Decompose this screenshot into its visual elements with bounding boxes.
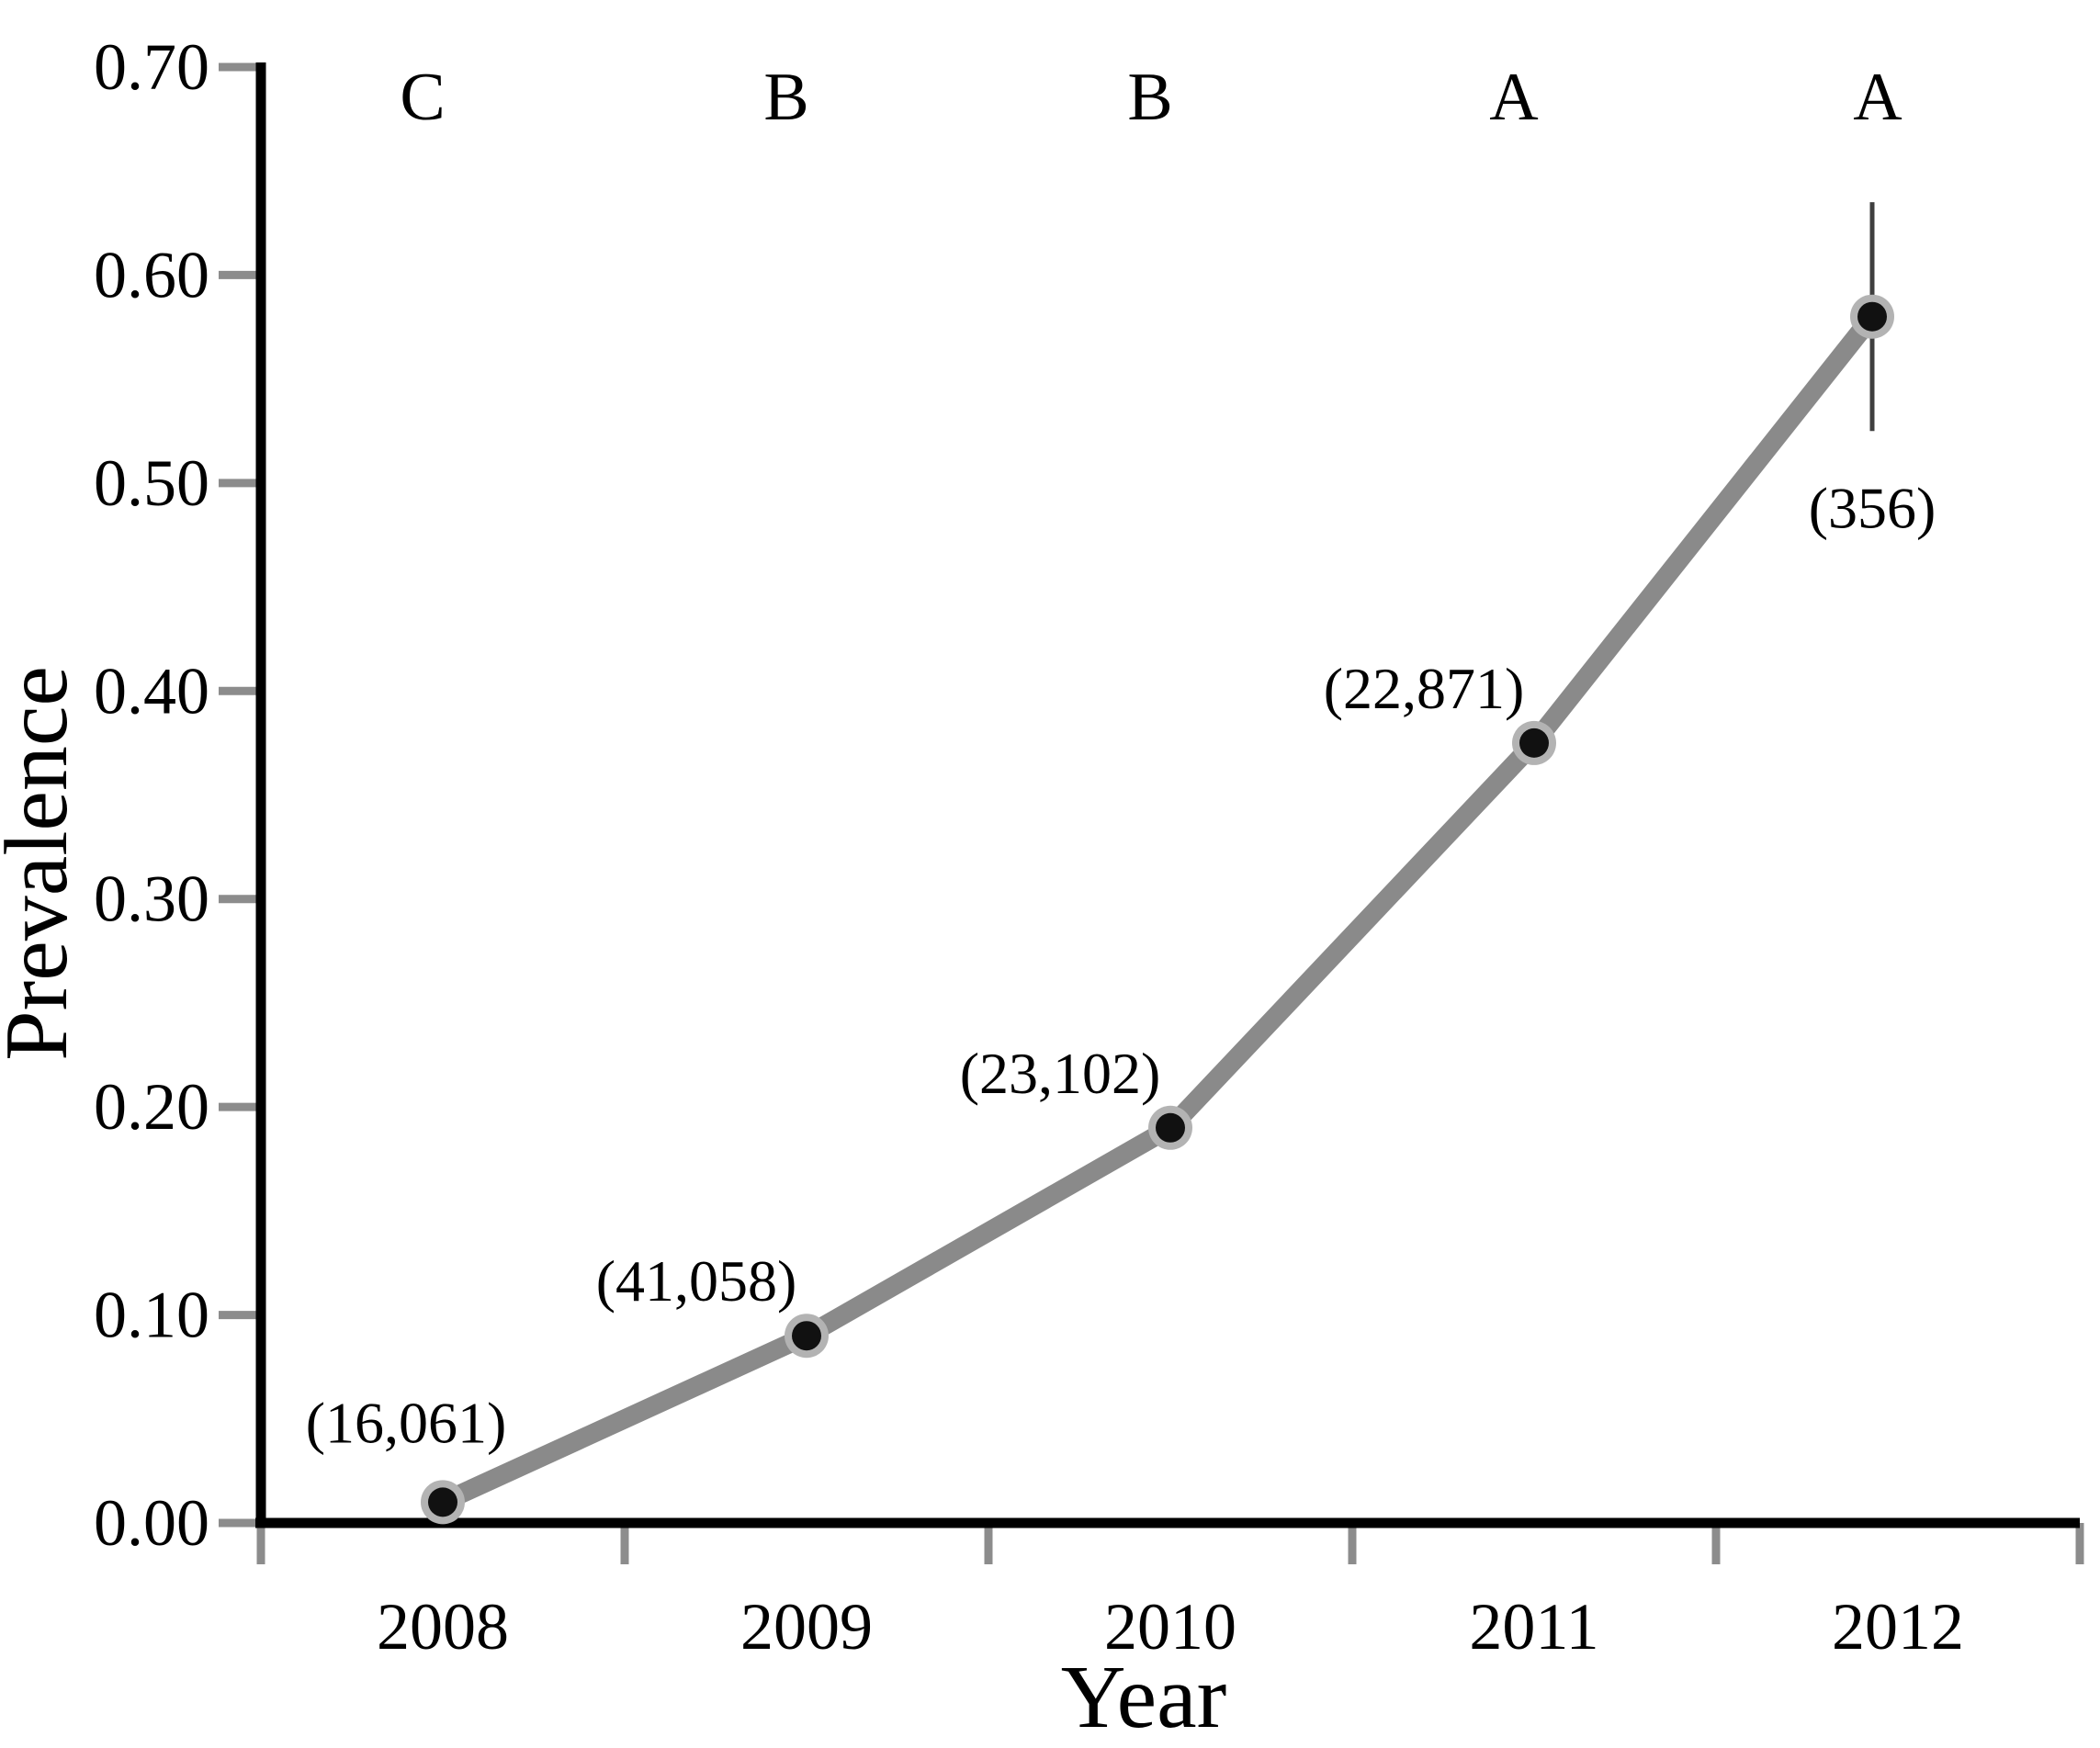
- data-series-group: [421, 202, 1894, 1525]
- x-tick-label: 2008: [377, 1590, 509, 1663]
- significance-letter: A: [1853, 60, 1902, 135]
- sample-size-label: (41,058): [596, 1248, 797, 1314]
- y-tick-label: 0.10: [94, 1279, 209, 1352]
- y-tick-label: 0.00: [94, 1486, 209, 1560]
- y-axis-title: Prevalence: [0, 666, 86, 1061]
- data-point-marker: [1156, 1112, 1185, 1143]
- sample-size-label: (23,102): [960, 1041, 1161, 1106]
- y-tick-label: 0.70: [94, 30, 209, 104]
- axes-group: [255, 62, 2080, 1528]
- significance-letter: B: [1127, 60, 1172, 135]
- y-tick-label: 0.30: [94, 863, 209, 936]
- x-axis-title: Year: [1061, 1648, 1227, 1747]
- sample-size-label: (22,871): [1324, 656, 1525, 721]
- data-point-marker: [428, 1487, 457, 1517]
- series-line: [438, 310, 1880, 1511]
- y-tick-label: 0.60: [94, 238, 209, 311]
- significance-letter: B: [763, 60, 808, 135]
- labels-group: 0.00 0.10 0.20 0.30 0.40 0.50 0.60 0.70 2008 2009…: [94, 30, 1964, 1663]
- x-tick-label: 2012: [1832, 1590, 1964, 1663]
- significance-letter: A: [1489, 60, 1538, 135]
- data-point-marker: [1519, 727, 1549, 758]
- sample-size-label: (356): [1809, 476, 1936, 541]
- x-tick-label: 2010: [1104, 1590, 1236, 1663]
- axis-ticks-group: [219, 62, 2084, 1564]
- y-tick-label: 0.20: [94, 1070, 209, 1144]
- sample-size-label: (16,061): [306, 1390, 507, 1455]
- x-tick-label: 2009: [740, 1590, 873, 1663]
- data-point-marker: [1857, 301, 1887, 332]
- data-point-marker: [792, 1321, 821, 1351]
- x-tick-label: 2011: [1469, 1590, 1598, 1663]
- significance-letter: C: [400, 60, 445, 135]
- y-tick-label: 0.50: [94, 446, 209, 520]
- y-tick-label: 0.40: [94, 654, 209, 727]
